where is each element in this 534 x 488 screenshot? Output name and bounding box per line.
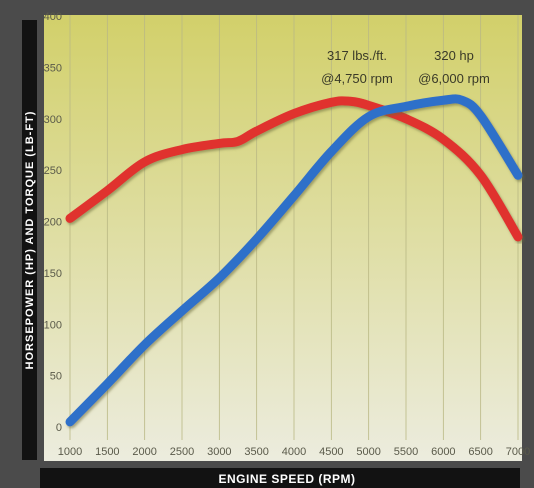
x-tick-label: 3000 — [207, 446, 231, 458]
y-tick-label: 400 — [44, 11, 62, 23]
y-tick-label: 350 — [44, 62, 62, 74]
x-axis-label-bar — [40, 468, 520, 488]
y-tick-label: 200 — [44, 217, 62, 229]
x-tick-label: 4500 — [319, 446, 343, 458]
x-tick-label: 2000 — [132, 446, 156, 458]
y-tick-label: 50 — [50, 371, 62, 383]
grid — [69, 15, 519, 440]
y-tick-label: 100 — [44, 319, 62, 331]
annotation-hp-line1: 320 hp — [434, 48, 474, 63]
torque-line — [65, 96, 523, 242]
x-axis-label: ENGINE SPEED (RPM) — [218, 472, 355, 486]
y-axis-label: HORSEPOWER (HP) AND TORQUE (LB-FT) — [24, 111, 36, 370]
x-tick-label: 5500 — [394, 446, 418, 458]
horsepower-line — [65, 94, 523, 427]
y-tick-label: 300 — [44, 114, 62, 126]
x-tick-label: 4000 — [282, 446, 306, 458]
annotation-torque-line1: 317 lbs./ft. — [327, 48, 387, 63]
annotation-hp-line2: @6,000 rpm — [418, 71, 490, 86]
x-tick-label: 1500 — [95, 446, 119, 458]
x-tick-label: 6500 — [468, 446, 492, 458]
x-tick-label: 6000 — [431, 446, 455, 458]
y-axis-label-bar — [22, 20, 37, 460]
y-tick-labels: 0 50 100 150 200 250 300 350 400 — [44, 11, 62, 434]
x-tick-label: 3500 — [244, 446, 268, 458]
x-tick-label: 5000 — [356, 446, 380, 458]
y-tick-label: 150 — [44, 268, 62, 280]
x-tick-label: 7000 — [506, 446, 530, 458]
x-tick-label: 1000 — [58, 446, 82, 458]
annotation-torque-line2: @4,750 rpm — [321, 71, 393, 86]
x-tick-label: 2500 — [170, 446, 194, 458]
plot-area — [44, 15, 522, 461]
series-lines — [65, 94, 523, 427]
x-tick-labels: 1000 1500 2000 2500 3000 3500 4000 4500 5000 5500… — [58, 446, 530, 458]
y-tick-label: 0 — [56, 422, 62, 434]
y-tick-label: 250 — [44, 165, 62, 177]
